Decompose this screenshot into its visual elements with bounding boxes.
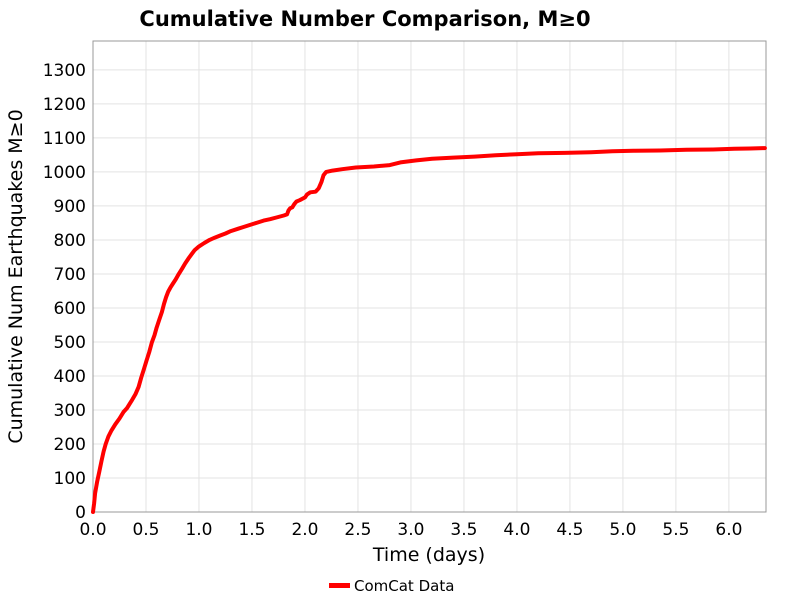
y-tick-label: 1300 (43, 61, 86, 81)
x-tick-label: 0.0 (79, 520, 106, 540)
x-tick-label: 0.5 (132, 520, 159, 540)
y-tick-label: 200 (54, 435, 86, 455)
x-tick-label: 1.0 (185, 520, 212, 540)
y-tick-label: 300 (54, 401, 86, 421)
y-tick-label: 600 (54, 299, 86, 319)
x-tick-label: 6.0 (715, 520, 742, 540)
x-tick-label: 4.0 (503, 520, 530, 540)
y-tick-label: 700 (54, 265, 86, 285)
x-tick-label: 1.5 (238, 520, 265, 540)
y-tick-label: 100 (54, 469, 86, 489)
y-tick-label: 800 (54, 231, 86, 251)
plot-area (93, 41, 766, 512)
series-layer (91, 146, 767, 514)
y-tick-label: 1100 (43, 129, 86, 149)
y-tick-label: 500 (54, 333, 86, 353)
comcat-data-line (91, 146, 767, 514)
x-tick-label: 5.0 (609, 520, 636, 540)
y-tick-label: 1200 (43, 95, 86, 115)
legend-label: ComCat Data (354, 577, 454, 595)
plot-area-border (92, 40, 767, 513)
x-tick-label: 5.5 (662, 520, 689, 540)
tick-labels-layer: 0.0 0.5 1.0 1.5 2.0 2.5 3.0 3.5 4.0 4.5 5.0 5.5 6.0 0… (43, 61, 743, 540)
y-axis-label: Cumulative Num Earthquakes M≥0 (5, 109, 27, 443)
x-tick-label: 2.0 (291, 520, 318, 540)
legend: ComCat Data (329, 577, 454, 595)
y-tick-label: 1000 (43, 163, 86, 183)
chart-title: Cumulative Number Comparison, M≥0 (139, 7, 590, 31)
y-tick-label: 900 (54, 197, 86, 217)
grid-layer (92, 41, 766, 513)
y-tick-label: 0 (75, 503, 86, 523)
x-tick-label: 3.0 (397, 520, 424, 540)
x-axis-label: Time (days) (372, 544, 485, 566)
x-tick-label: 3.5 (450, 520, 477, 540)
x-tick-label: 2.5 (344, 520, 371, 540)
x-tick-label: 4.5 (556, 520, 583, 540)
y-tick-label: 400 (54, 367, 86, 387)
